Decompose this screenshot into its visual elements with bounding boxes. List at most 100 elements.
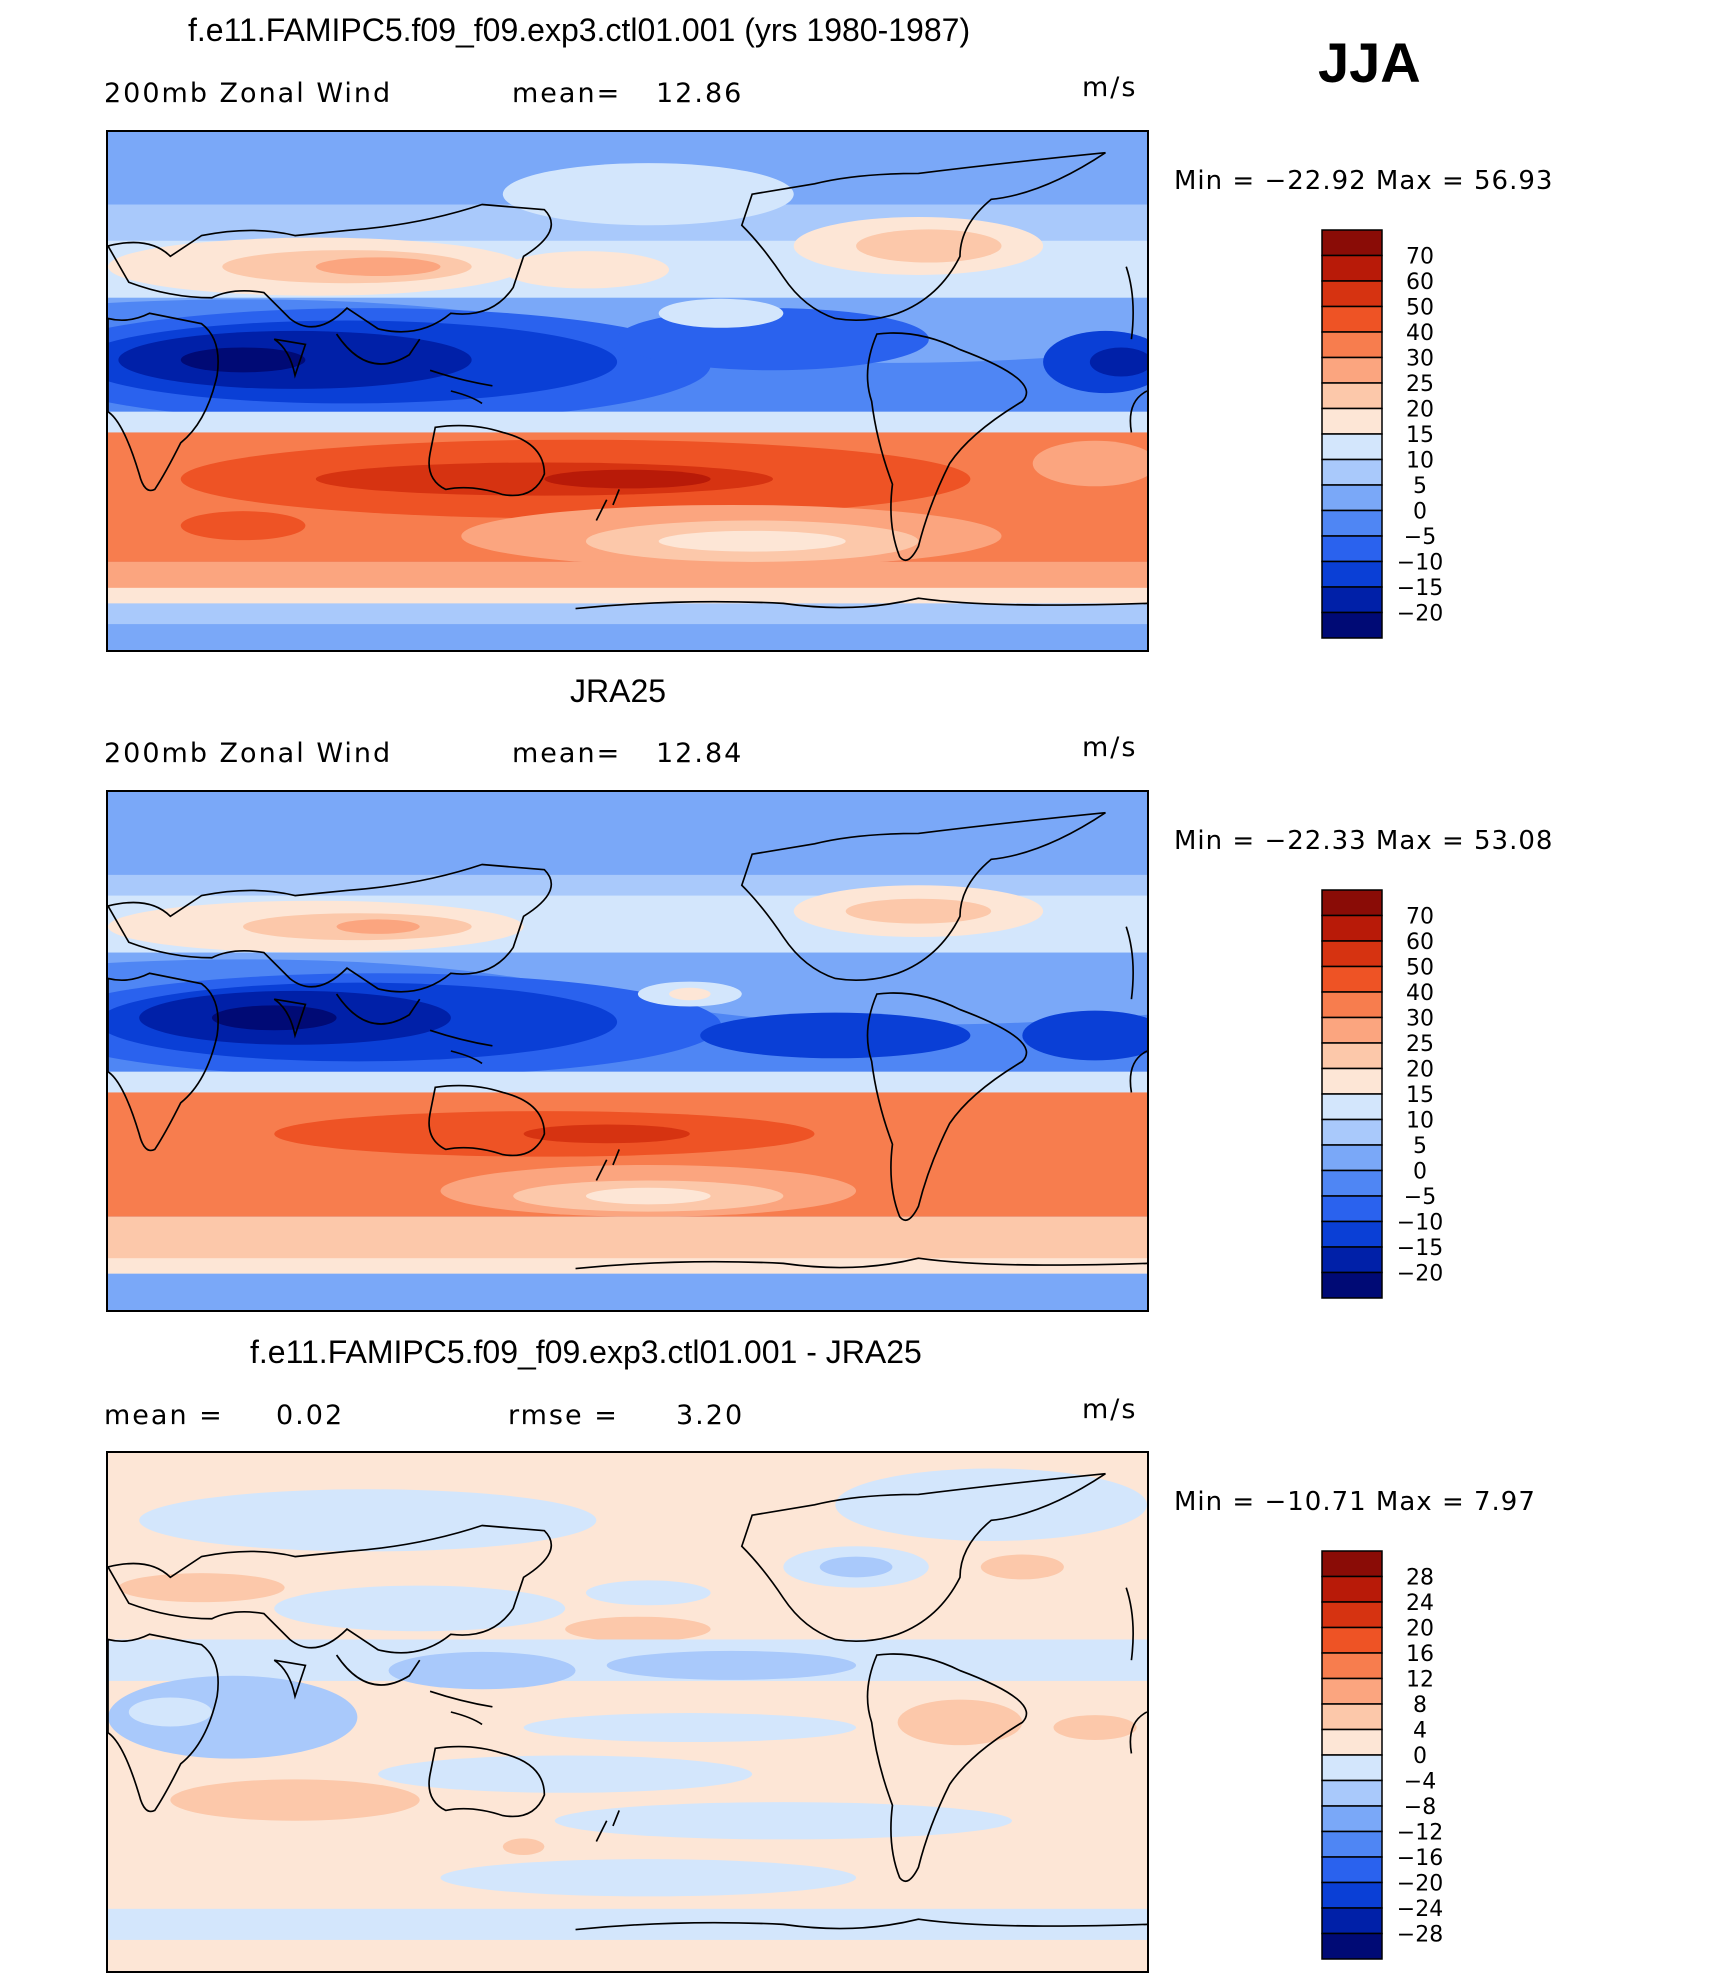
panel3-map: [106, 1451, 1149, 1973]
panel3-colorbar-swatch: [1321, 1677, 1383, 1705]
panel1-colorbar-swatch: [1321, 305, 1383, 333]
panel1-contour-plot: [108, 132, 1147, 650]
panel1-colorbar-swatch: [1321, 611, 1383, 639]
panel3-colorbar-label: 24: [1406, 1591, 1434, 1616]
panel1-units: m/s: [1082, 72, 1138, 103]
panel1-colorbar-swatch: [1321, 407, 1383, 435]
panel1-colorbar-label: 20: [1406, 398, 1434, 423]
panel3-colorbar-label: −16: [1397, 1846, 1443, 1871]
panel3-colorbar-swatch: [1321, 1754, 1383, 1782]
panel3-title: f.e11.FAMIPC5.f09_f09.exp3.ctl01.001 - J…: [250, 1334, 922, 1370]
panel2-colorbar-swatch: [1321, 1246, 1383, 1274]
panel1-colorbar-label: 60: [1406, 270, 1434, 295]
panel2-colorbar-swatch: [1321, 1271, 1383, 1299]
panel3-colorbar-swatch: [1321, 1856, 1383, 1884]
panel2-field-label: 200mb Zonal Wind: [104, 738, 393, 769]
panel2-colorbar-swatch: [1321, 1042, 1383, 1070]
panel2-colorbar-label: 5: [1413, 1134, 1427, 1159]
panel2-mean-value: 12.84: [656, 738, 744, 769]
panel1-colorbar-swatch: [1321, 331, 1383, 359]
panel3-colorbar: 28 24 20 16 12 8 4 0 −4 −8 −12 −16 −20 −24 −28: [1320, 1549, 1460, 1961]
panel3-colorbar-label: −28: [1397, 1923, 1443, 1948]
panel1-field-label: 200mb Zonal Wind: [104, 78, 393, 109]
panel2-colorbar-label: 15: [1406, 1083, 1434, 1108]
panel3-mean-value: 0.02: [276, 1400, 345, 1431]
panel1-title: f.e11.FAMIPC5.f09_f09.exp3.ctl01.001 (yr…: [188, 12, 971, 48]
panel3-colorbar-label: −24: [1397, 1897, 1443, 1922]
panel3-rmse-label: rmse =: [508, 1400, 619, 1431]
panel1-colorbar-label: 70: [1406, 245, 1434, 270]
panel2-colorbar-label: 25: [1406, 1032, 1434, 1057]
panel2-mean-label: mean=: [512, 738, 622, 769]
panel1-mean-value: 12.86: [656, 78, 744, 109]
panel2-colorbar-swatch: [1321, 991, 1383, 1019]
panel3-colorbar-swatch: [1321, 1550, 1383, 1578]
panel3-mean-label: mean =: [104, 1400, 224, 1431]
panel1-colorbar-swatch: [1321, 382, 1383, 410]
panel1-colorbar-label: 25: [1406, 372, 1434, 397]
panel1-colorbar-swatch: [1321, 280, 1383, 308]
panel1-colorbar-label: −10: [1397, 551, 1443, 576]
panel2-colorbar: 70 60 50 40 30 25 20 15 10 5 0 −5 −10 −15 −20: [1320, 888, 1460, 1300]
panel2-colorbar-swatch: [1321, 1067, 1383, 1095]
panel2-units: m/s: [1082, 732, 1138, 763]
panel1-colorbar-label: 5: [1413, 474, 1427, 499]
panel1-colorbar-swatch: [1321, 458, 1383, 486]
panel3-colorbar-label: 12: [1406, 1668, 1434, 1693]
panel1-colorbar-swatch: [1321, 560, 1383, 588]
panel1-colorbar-swatch: [1321, 433, 1383, 461]
panel1-colorbar-swatch: [1321, 586, 1383, 614]
panel1-colorbar-swatch: [1321, 356, 1383, 384]
panel3-colorbar-label: 8: [1413, 1693, 1427, 1718]
panel3-colorbar-swatch: [1321, 1575, 1383, 1603]
panel3-colorbar-swatch: [1321, 1601, 1383, 1629]
panel1-map: [106, 130, 1149, 652]
panel2-colorbar-label: 50: [1406, 956, 1434, 981]
panel3-colorbar-swatch: [1321, 1652, 1383, 1680]
panel1-colorbar-label: −15: [1397, 576, 1443, 601]
panel2-colorbar-swatch: [1321, 940, 1383, 968]
panel3-colorbar-swatch: [1321, 1881, 1383, 1909]
panel2-colorbar-label: 30: [1406, 1007, 1434, 1032]
panel3-colorbar-label: 4: [1413, 1719, 1427, 1744]
panel3-colorbar-label: 20: [1406, 1617, 1434, 1642]
panel3-colorbar-label: 0: [1413, 1744, 1427, 1769]
panel1-colorbar-label: 30: [1406, 347, 1434, 372]
panel1-colorbar: 70 60 50 40 30 25 20 15 10 5 0 −5 −10 −15 −20: [1320, 228, 1460, 640]
panel1-colorbar-swatch: [1321, 229, 1383, 257]
panel2-map: [106, 790, 1149, 1312]
panel2-colorbar-swatch: [1321, 965, 1383, 993]
panel2-colorbar-swatch: [1321, 1093, 1383, 1121]
panel2-contour-plot: [108, 792, 1147, 1310]
panel3-colorbar-label: −12: [1397, 1821, 1443, 1846]
panel2-colorbar-label: 20: [1406, 1058, 1434, 1083]
panel2-colorbar-swatch: [1321, 1169, 1383, 1197]
panel3-colorbar-swatch: [1321, 1728, 1383, 1756]
panel1-colorbar-label: 40: [1406, 321, 1434, 346]
panel2-colorbar-label: 0: [1413, 1160, 1427, 1185]
panel3-colorbar-swatch: [1321, 1703, 1383, 1731]
panel3-colorbar-swatch: [1321, 1805, 1383, 1833]
panel2-colorbar-swatch: [1321, 1144, 1383, 1172]
panel2-colorbar-swatch: [1321, 1016, 1383, 1044]
panel2-title: JRA25: [570, 673, 667, 709]
panel1-colorbar-label: 10: [1406, 449, 1434, 474]
panel1-colorbar-label: −5: [1404, 525, 1436, 550]
panel1-colorbar-label: 0: [1413, 500, 1427, 525]
panel1-colorbar-swatch: [1321, 509, 1383, 537]
panel3-colorbar-swatch: [1321, 1907, 1383, 1935]
panel2-colorbar-label: −10: [1397, 1211, 1443, 1236]
panel2-minmax: Min = −22.33 Max = 53.08: [1174, 826, 1554, 856]
panel1-colorbar-swatch: [1321, 254, 1383, 282]
panel3-colorbar-swatch: [1321, 1932, 1383, 1960]
panel2-colorbar-swatch: [1321, 914, 1383, 942]
panel3-contour-plot: [108, 1453, 1147, 1971]
panel1-colorbar-label: −20: [1397, 602, 1443, 627]
panel3-colorbar-swatch: [1321, 1779, 1383, 1807]
panel3-colorbar-label: 16: [1406, 1642, 1434, 1667]
panel3-colorbar-label: −20: [1397, 1872, 1443, 1897]
panel2-colorbar-label: 10: [1406, 1109, 1434, 1134]
panel3-colorbar-label: −4: [1404, 1770, 1436, 1795]
